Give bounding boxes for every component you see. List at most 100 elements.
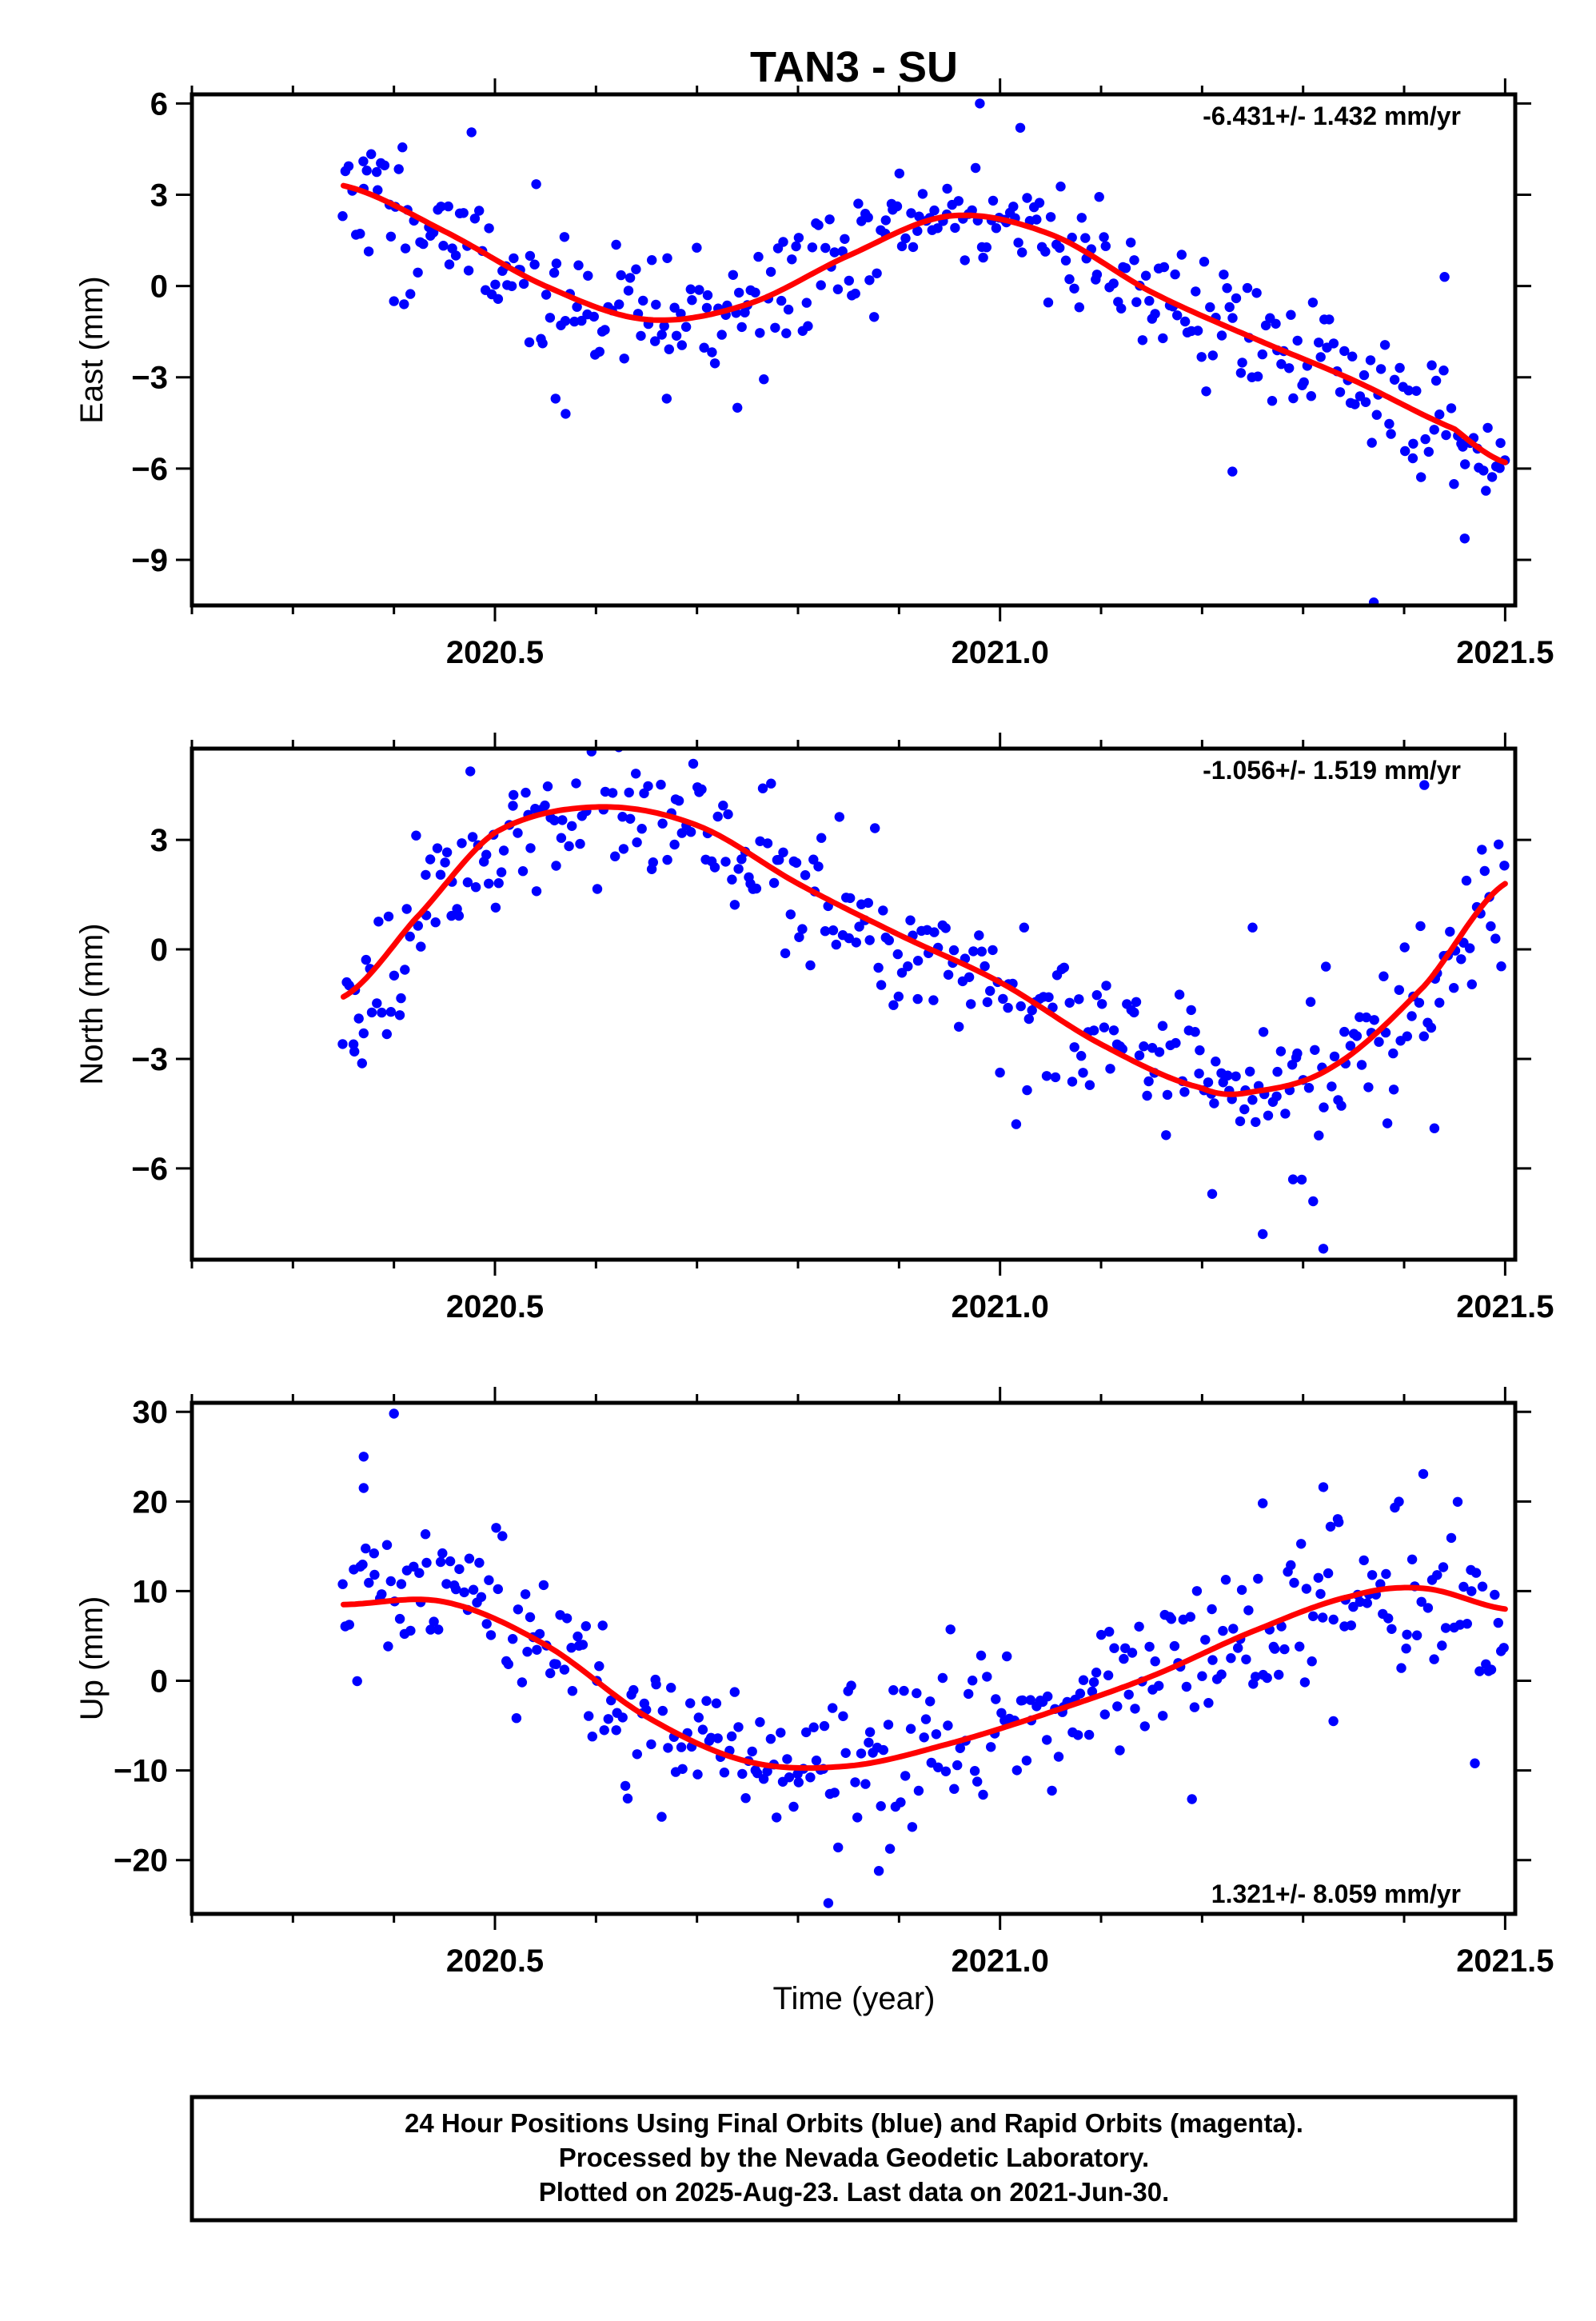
data-point <box>551 1659 561 1669</box>
data-point <box>1059 962 1070 973</box>
data-point <box>1324 314 1335 325</box>
data-point <box>1318 1612 1328 1623</box>
data-point <box>481 849 492 860</box>
data-point <box>358 1483 369 1493</box>
data-point <box>1143 1076 1154 1087</box>
data-point <box>1276 359 1287 370</box>
data-point <box>1402 1629 1412 1640</box>
data-point <box>518 278 529 290</box>
data-point <box>1313 1572 1324 1584</box>
data-point <box>1299 377 1309 388</box>
data-point <box>752 1768 763 1779</box>
data-point <box>1434 409 1445 420</box>
data-point <box>925 1696 936 1707</box>
data-point <box>781 328 792 338</box>
data-point <box>1458 441 1468 452</box>
data-point <box>1262 1672 1272 1684</box>
y-tick-label: 3 <box>150 178 168 214</box>
data-point <box>1314 338 1324 348</box>
data-point <box>820 242 831 254</box>
data-point <box>1477 1581 1488 1592</box>
data-point <box>1139 1721 1151 1732</box>
data-point <box>1239 1104 1250 1115</box>
data-point <box>413 921 423 931</box>
data-point <box>780 948 791 959</box>
footer-line-2: Processed by the Nevada Geodetic Laborat… <box>559 2143 1149 2172</box>
y-tick-label: 0 <box>150 270 168 305</box>
data-point <box>1411 1630 1422 1640</box>
data-point <box>1027 1005 1037 1016</box>
data-point <box>912 226 923 236</box>
data-point <box>1091 270 1103 280</box>
y-tick-label: 10 <box>133 1574 169 1609</box>
data-point <box>1388 1085 1399 1095</box>
data-point <box>1207 1604 1217 1615</box>
y-tick-label: 3 <box>150 823 168 858</box>
data-point <box>755 1717 765 1728</box>
data-point <box>1384 418 1395 429</box>
data-point <box>559 232 570 242</box>
data-point <box>549 267 560 278</box>
data-point <box>699 342 709 353</box>
data-point <box>573 260 584 270</box>
data-point <box>813 861 824 872</box>
data-point <box>892 949 904 960</box>
data-point <box>1105 1064 1115 1074</box>
data-point <box>1251 288 1262 298</box>
data-point <box>534 1628 545 1640</box>
data-point <box>1346 1620 1357 1631</box>
data-point <box>1403 386 1414 396</box>
data-point <box>1083 1729 1095 1740</box>
data-point <box>1067 1077 1078 1087</box>
data-point <box>389 1408 399 1419</box>
data-point <box>878 1744 889 1756</box>
data-point <box>521 787 531 798</box>
data-point <box>600 325 610 335</box>
data-point <box>610 851 620 861</box>
data-point <box>1449 983 1459 993</box>
data-point <box>1388 1048 1398 1059</box>
data-point <box>1459 533 1470 544</box>
data-point <box>1296 1174 1307 1185</box>
data-point <box>1227 466 1238 477</box>
data-point <box>1231 1071 1241 1082</box>
data-point <box>1474 1666 1485 1676</box>
data-point <box>991 1694 1001 1704</box>
data-point <box>888 1685 899 1696</box>
y-tick-label: −9 <box>131 543 168 578</box>
data-point <box>1150 1656 1160 1667</box>
data-point <box>696 784 707 795</box>
data-point <box>663 1743 673 1753</box>
data-point <box>1496 961 1506 972</box>
data-point <box>1323 1568 1334 1579</box>
data-point <box>1220 1575 1231 1585</box>
data-point <box>1328 1716 1339 1727</box>
data-point <box>953 196 964 206</box>
data-point <box>1367 1570 1378 1580</box>
data-point <box>880 215 892 226</box>
data-point <box>1237 358 1247 368</box>
data-point <box>361 954 371 965</box>
data-point <box>1251 1672 1261 1682</box>
data-point <box>884 935 895 945</box>
data-point <box>389 970 400 981</box>
data-point <box>1228 1624 1239 1634</box>
data-point <box>1315 352 1326 362</box>
data-point <box>1251 1117 1261 1128</box>
y-axis-label: Up (mm) <box>74 1596 110 1721</box>
data-point <box>888 1000 899 1010</box>
data-point <box>525 1612 536 1623</box>
data-point <box>1185 1612 1196 1622</box>
data-point <box>1144 1641 1155 1652</box>
data-point <box>1367 437 1377 448</box>
y-tick-label: 20 <box>133 1484 169 1520</box>
data-point <box>676 340 687 350</box>
data-point <box>1034 198 1045 208</box>
data-point <box>907 1822 918 1832</box>
data-point <box>557 815 568 825</box>
data-point <box>1478 465 1489 476</box>
data-point <box>1414 997 1425 1009</box>
data-point <box>906 208 916 218</box>
data-point <box>863 897 874 909</box>
data-point <box>776 295 787 306</box>
